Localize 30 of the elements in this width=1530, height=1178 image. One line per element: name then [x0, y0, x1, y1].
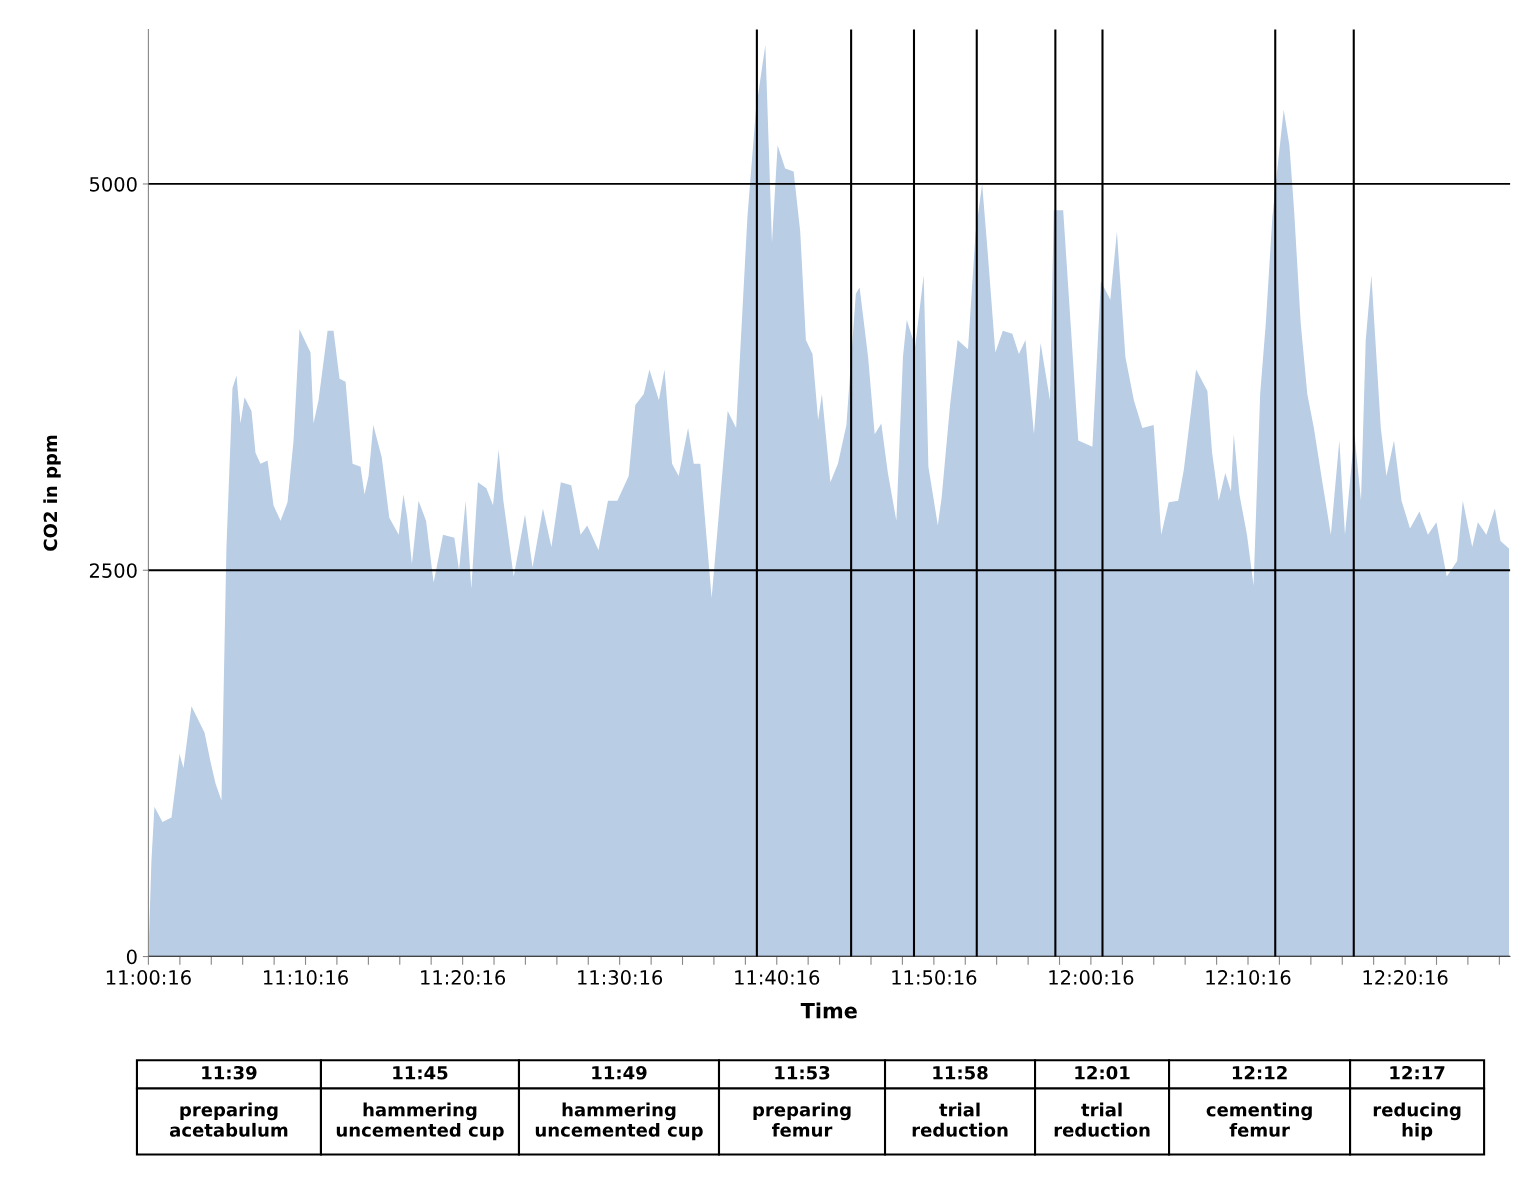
text: 11:53 [775, 1065, 830, 1080]
text: preparing acetabulum [169, 1102, 288, 1137]
text: reducing hip [1373, 1102, 1461, 1141]
y-axis-title: CO2 in ppm [43, 435, 61, 551]
text: 12:12 [1232, 1065, 1287, 1080]
x-axis-title: Time [800, 1002, 857, 1019]
y-tick-label: 2500 [89, 563, 137, 578]
y-tick-label: 0 [126, 949, 137, 965]
x-tick-label: 11:00:16 [106, 970, 191, 985]
x-tick-label: 11:10:16 [263, 970, 348, 985]
text: 11:49 [592, 1065, 647, 1080]
x-tick-label: 11:30:16 [578, 970, 663, 985]
text: trial reduction [912, 1102, 1008, 1137]
text: 12:01 [1075, 1065, 1130, 1080]
text: hammering uncemented cup [336, 1102, 504, 1141]
x-tick-label: 11:40:16 [735, 970, 820, 985]
text: 11:58 [933, 1065, 988, 1080]
x-tick-label: 11:50:16 [892, 970, 977, 985]
x-tick-label: 11:20:16 [421, 970, 506, 985]
text: hammering uncemented cup [535, 1102, 703, 1141]
x-tick-label: 12:10:16 [1206, 970, 1291, 985]
y-tick-label: 5000 [90, 176, 137, 192]
text: 12:17 [1390, 1065, 1445, 1080]
text: cementing femur [1206, 1102, 1312, 1137]
text: 11:39 [202, 1065, 257, 1080]
text: preparing femur [753, 1102, 851, 1137]
text: 11:45 [393, 1066, 448, 1080]
x-tick-label: 12:20:16 [1363, 970, 1448, 985]
text: trial reduction [1054, 1102, 1150, 1137]
x-tick-label: 12:00:16 [1049, 970, 1134, 985]
